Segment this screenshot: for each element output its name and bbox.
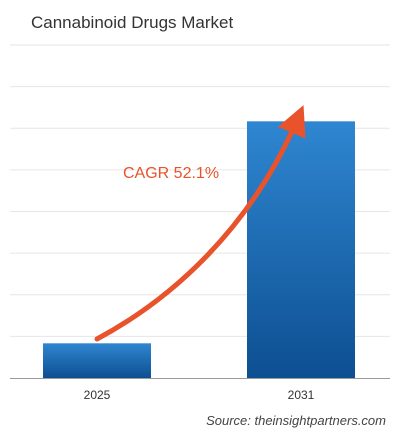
- chart-title: Cannabinoid Drugs Market: [31, 13, 234, 32]
- source-credit: Source: theinsightpartners.com: [206, 413, 386, 428]
- growth-arrow: [94, 105, 306, 342]
- bar-2031: [247, 121, 355, 378]
- cagr-annotation: CAGR 52.1%: [123, 165, 219, 182]
- x-tick-label-2031: 2031: [288, 388, 315, 402]
- x-tick-label-2025: 2025: [84, 388, 111, 402]
- bar-2025: [43, 343, 151, 378]
